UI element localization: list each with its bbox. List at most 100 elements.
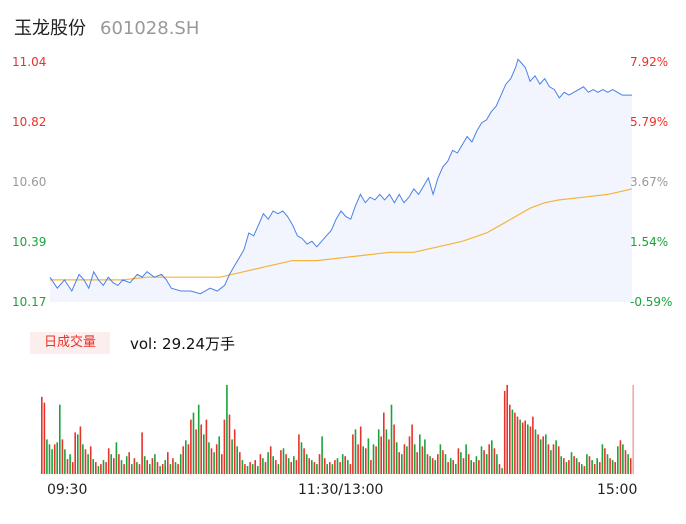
- volume-bar: [437, 454, 439, 474]
- price-tick-label: 10.82: [12, 115, 47, 129]
- volume-bar: [277, 464, 280, 474]
- page-title: 玉龙股份 601028.SH: [14, 14, 199, 40]
- volume-bar: [59, 404, 61, 474]
- volume-bar: [552, 444, 555, 474]
- volume-bar: [64, 449, 66, 475]
- volume-bar: [593, 464, 596, 474]
- volume-bar: [413, 444, 416, 474]
- volume-bar: [424, 439, 426, 474]
- volume-bar: [401, 454, 403, 474]
- volume-bar: [604, 448, 606, 474]
- volume-bar: [218, 436, 220, 474]
- volume-bar: [300, 442, 303, 474]
- volume-bar: [465, 444, 467, 474]
- volume-bar: [172, 458, 174, 474]
- volume-bar: [269, 446, 272, 474]
- price-tick-label: 11.04: [12, 55, 47, 69]
- volume-bar: [61, 439, 64, 474]
- volume-bar: [380, 436, 382, 474]
- volume-bar: [82, 444, 84, 474]
- volume-bar: [588, 456, 591, 474]
- volume-bar: [236, 446, 238, 474]
- volume-bar: [354, 429, 357, 474]
- average-price-line: [50, 188, 633, 281]
- volume-bar: [46, 439, 48, 474]
- volume-bar: [375, 446, 377, 474]
- volume-bar: [120, 460, 123, 474]
- volume-bar: [267, 452, 269, 474]
- volume-bar: [215, 444, 218, 474]
- volume-bar: [151, 458, 154, 474]
- volume-bar: [429, 456, 431, 474]
- volume-bar: [624, 450, 627, 474]
- volume-bar: [426, 454, 429, 474]
- volume-bar: [329, 462, 331, 474]
- volume-bar: [321, 436, 323, 474]
- volume-bar: [182, 446, 184, 474]
- volume-bar: [473, 462, 475, 474]
- volume-bar: [370, 460, 372, 474]
- volume-bar: [210, 448, 213, 474]
- volume-bar: [221, 454, 223, 474]
- volume-bar: [133, 458, 136, 474]
- volume-bar: [154, 454, 156, 474]
- volume-bar: [115, 442, 118, 474]
- volume-bar: [568, 460, 570, 474]
- volume-bar: [537, 434, 539, 474]
- volume-bar: [77, 434, 79, 474]
- volume-bar: [128, 452, 130, 474]
- volume-bar: [511, 409, 514, 474]
- volume-bar: [136, 462, 138, 474]
- volume-bar: [69, 454, 71, 474]
- volume-bar: [606, 454, 609, 474]
- volume-bar: [174, 462, 177, 474]
- volume-bar: [295, 460, 298, 474]
- volume-bar: [203, 434, 205, 474]
- volume-bar: [503, 390, 506, 474]
- volume-bar: [529, 426, 532, 474]
- volume-bar: [483, 450, 485, 474]
- volume-bar: [79, 426, 82, 474]
- volume-bar: [169, 464, 172, 474]
- volume-bar: [125, 456, 128, 474]
- volume-bar: [367, 438, 370, 474]
- volume-bar: [352, 434, 354, 474]
- volume-bar: [393, 424, 395, 474]
- volume-bar: [161, 464, 164, 474]
- volume-bar: [293, 456, 295, 474]
- volume-bar: [316, 464, 318, 474]
- volume-bar: [41, 396, 43, 474]
- volume-bar: [509, 404, 511, 474]
- volume-bar: [259, 454, 262, 474]
- volume-bar: [264, 462, 267, 474]
- volume-bar: [555, 440, 557, 474]
- volume-bar: [491, 440, 493, 474]
- volume-bar: [467, 454, 470, 474]
- volume-bar: [251, 464, 254, 474]
- volume-bar: [195, 429, 197, 474]
- volume-bar: [223, 419, 226, 475]
- daily-volume-tab[interactable]: 日成交量: [30, 332, 110, 354]
- volume-bar: [226, 384, 228, 474]
- volume-bar: [622, 444, 624, 474]
- volume-bar: [416, 452, 418, 474]
- volume-bar: [336, 458, 339, 474]
- volume-bar: [43, 402, 46, 474]
- volume-bar: [53, 444, 56, 474]
- pct-tick-label: 1.54%: [630, 235, 669, 249]
- volume-bar: [159, 466, 161, 474]
- volume-bar: [539, 439, 542, 474]
- volume-bar: [92, 459, 94, 474]
- volume-bar: [586, 454, 588, 474]
- volume-bar: [84, 449, 87, 475]
- volume-bar: [287, 458, 290, 474]
- volume-bar: [496, 454, 498, 474]
- volume-bar: [339, 462, 341, 474]
- volume-bar: [365, 448, 367, 474]
- volume-bar: [457, 448, 460, 474]
- volume-bar: [532, 416, 534, 474]
- volume-bar: [313, 462, 316, 474]
- volume-bar: [233, 429, 236, 474]
- volume-bar: [462, 458, 465, 474]
